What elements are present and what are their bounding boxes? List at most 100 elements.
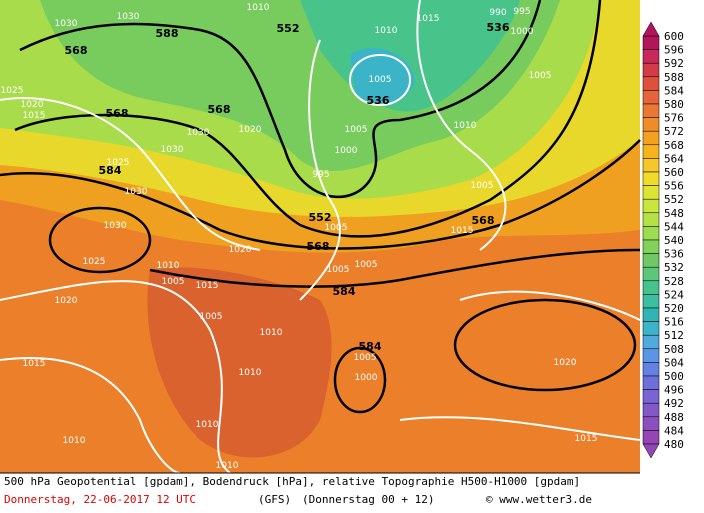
legend-label: 488 <box>664 411 684 424</box>
contour-label: 568 <box>472 214 495 227</box>
contour-label: 1010 <box>375 26 398 36</box>
legend-swatch <box>642 158 660 173</box>
legend-label: 524 <box>664 288 684 301</box>
legend-swatch <box>642 348 660 363</box>
legend-label: 592 <box>664 57 684 70</box>
contour-label: 1025 <box>107 158 130 168</box>
legend-label: 576 <box>664 112 684 125</box>
legend-label: 572 <box>664 125 684 138</box>
legend-label: 480 <box>664 438 684 451</box>
contour-label: 1005 <box>529 71 552 81</box>
legend-swatch <box>642 375 660 390</box>
legend-cap <box>642 443 660 459</box>
contour-label: 1015 <box>575 434 598 444</box>
contour-label: 1005 <box>200 312 223 322</box>
legend-label: 548 <box>664 207 684 220</box>
legend-swatch <box>642 171 660 186</box>
legend-label: 600 <box>664 30 684 43</box>
contour-label: 1005 <box>471 181 494 191</box>
legend-label: 584 <box>664 84 684 97</box>
contour-label: 568 <box>65 44 88 57</box>
legend-swatch <box>642 185 660 200</box>
contour-label: 552 <box>277 22 300 35</box>
legend-swatch <box>642 130 660 146</box>
legend-cap <box>642 21 660 37</box>
legend-label: 504 <box>664 356 684 369</box>
footer-bg <box>0 473 704 513</box>
legend-swatch <box>642 430 660 445</box>
contour-label: 1030 <box>104 221 127 231</box>
contour-label: 1015 <box>417 14 440 24</box>
footer-run: (Donnerstag 00 + 12) <box>302 493 434 506</box>
contour-label: 536 <box>367 94 390 107</box>
contour-label: 1020 <box>21 100 44 110</box>
contour-label: 1020 <box>55 296 78 306</box>
geopotential-contours <box>0 0 641 414</box>
legend-swatch <box>642 49 660 64</box>
contour-label: 1015 <box>196 281 219 291</box>
contour-label: 1010 <box>239 368 262 378</box>
legend-label: 516 <box>664 316 684 329</box>
legend-swatch <box>642 144 660 159</box>
legend-swatch <box>642 239 660 254</box>
legend-swatch <box>642 402 660 418</box>
legend-swatch <box>642 389 660 404</box>
legend-swatch <box>642 103 660 118</box>
contour-label: 1010 <box>157 261 180 271</box>
legend-label: 556 <box>664 180 684 193</box>
legend-swatch <box>642 35 660 50</box>
legend-swatch <box>642 198 660 214</box>
legend-label: 512 <box>664 329 684 342</box>
contour-label: 588 <box>156 27 179 40</box>
contour-label: 1015 <box>23 111 46 121</box>
legend-label: 532 <box>664 261 684 274</box>
legend-swatch <box>642 76 660 91</box>
contour-label: 1010 <box>216 461 239 471</box>
contour-label: 1005 <box>355 260 378 270</box>
contour-label: 1005 <box>369 75 392 85</box>
contour-label: 1020 <box>229 245 252 255</box>
contour-label: 1010 <box>454 121 477 131</box>
legend-swatch <box>642 362 660 377</box>
legend-label: 520 <box>664 302 684 315</box>
contour-label: 584 <box>333 285 356 298</box>
legend-label: 500 <box>664 370 684 383</box>
legend-swatch <box>642 253 660 268</box>
footer-line1: 500 hPa Geopotential [gpdam], Bodendruck… <box>4 475 580 488</box>
footer-date: Donnerstag, 22-06-2017 12 UTC <box>4 493 196 506</box>
legend-swatch <box>642 62 660 78</box>
legend-label: 564 <box>664 152 684 165</box>
contour-label: 1010 <box>247 3 270 13</box>
contour-label: 1025 <box>1 86 24 96</box>
footer-credit: © www.wetter3.de <box>486 493 592 506</box>
contour-label: 1030 <box>55 19 78 29</box>
legend-label: 528 <box>664 275 684 288</box>
legend-label: 492 <box>664 397 684 410</box>
contour-label: 1020 <box>239 125 262 135</box>
legend-label: 568 <box>664 139 684 152</box>
legend-label: 496 <box>664 384 684 397</box>
contour-label: 1030 <box>125 187 148 197</box>
contour-label: 536 <box>487 21 510 34</box>
legend-swatch <box>642 334 660 350</box>
contour-label: 1000 <box>355 373 378 383</box>
contour-label: 1005 <box>162 277 185 287</box>
contour-label: 1010 <box>196 420 219 430</box>
legend-label: 588 <box>664 71 684 84</box>
contour-label: 568 <box>208 103 231 116</box>
legend-swatch <box>642 307 660 322</box>
isobars <box>0 0 641 441</box>
contour-label: 1015 <box>23 359 46 369</box>
legend-label: 536 <box>664 248 684 261</box>
contour-label: 1010 <box>260 328 283 338</box>
legend-label: 580 <box>664 98 684 111</box>
contour-label: 1000 <box>335 146 358 156</box>
footer-model: (GFS) <box>258 493 291 506</box>
band <box>350 48 415 104</box>
legend-swatch <box>642 416 660 431</box>
contour-label: 995 <box>513 7 530 17</box>
contour-label: 584 <box>99 164 122 177</box>
contour-label: 1030 <box>161 145 184 155</box>
